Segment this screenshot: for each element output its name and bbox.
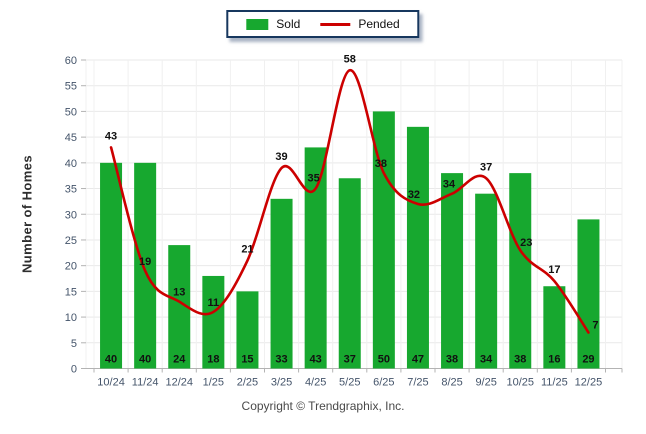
bar-value-label: 18 [207, 354, 219, 366]
bar [475, 193, 498, 369]
line-value-label: 38 [375, 158, 387, 170]
x-tick-label: 1/25 [203, 377, 224, 389]
bar [543, 286, 566, 369]
line-value-label: 35 [308, 173, 320, 185]
line-value-label: 37 [480, 161, 492, 173]
y-tick-label: 0 [71, 364, 77, 376]
bar-value-label: 29 [582, 354, 594, 366]
y-tick-label: 50 [65, 106, 77, 118]
x-tick-label: 9/25 [475, 377, 496, 389]
sold-swatch-icon [246, 18, 269, 30]
bar-value-label: 34 [480, 354, 493, 366]
x-tick-label: 4/25 [305, 377, 326, 389]
bar [236, 291, 259, 369]
legend-label-sold: Sold [276, 17, 301, 31]
bar [304, 147, 327, 369]
bar [100, 162, 123, 369]
bar-value-label: 37 [344, 354, 356, 366]
y-tick-label: 60 [65, 55, 77, 67]
y-tick-label: 35 [65, 184, 77, 196]
y-tick-label: 25 [65, 235, 77, 247]
line-value-label: 21 [241, 244, 253, 256]
line-value-label: 13 [173, 287, 185, 299]
bar [168, 245, 191, 369]
legend-item-sold: Sold [246, 17, 300, 31]
bar [202, 275, 225, 369]
line-value-label: 23 [520, 237, 532, 249]
y-tick-label: 20 [65, 261, 77, 273]
x-tick-label: 6/25 [373, 377, 394, 389]
y-tick-label: 45 [65, 132, 77, 144]
pended-swatch-icon [320, 22, 351, 26]
bar-value-label: 50 [378, 354, 390, 366]
x-tick-label: 8/25 [441, 377, 462, 389]
legend-label-pended: Pended [358, 17, 400, 31]
x-tick-label: 11/24 [132, 377, 159, 389]
bar-value-label: 16 [548, 354, 560, 366]
x-tick-label: 10/24 [97, 377, 125, 389]
x-tick-label: 2/25 [237, 377, 258, 389]
x-tick-label: 11/25 [541, 377, 568, 389]
y-tick-label: 15 [65, 286, 77, 298]
bar-value-label: 15 [241, 354, 253, 366]
x-tick-label: 5/25 [339, 377, 360, 389]
line-value-label: 7 [592, 320, 598, 332]
bar-value-label: 40 [105, 354, 117, 366]
bar [509, 173, 532, 369]
x-tick-label: 12/25 [575, 377, 603, 389]
line-value-label: 58 [344, 53, 356, 65]
line-value-label: 17 [548, 264, 560, 276]
pended-line [109, 69, 590, 334]
x-tick-label: 3/25 [271, 377, 292, 389]
bar-value-label: 43 [310, 354, 322, 366]
line-value-label: 19 [139, 256, 151, 268]
line-value-label: 39 [275, 151, 287, 163]
x-tick-label: 12/24 [165, 377, 193, 389]
bar [134, 162, 157, 369]
bar [372, 111, 395, 369]
x-tick-label: 10/25 [506, 377, 534, 389]
y-tick-label: 55 [65, 81, 77, 93]
bar-value-label: 40 [139, 354, 151, 366]
legend-item-pended: Pended [320, 17, 400, 31]
y-tick-label: 5 [71, 338, 77, 350]
bar-value-label: 33 [275, 354, 287, 366]
bar [338, 178, 361, 369]
line-value-label: 34 [443, 179, 456, 191]
bar [406, 126, 429, 369]
legend: Sold Pended [226, 10, 420, 38]
line-value-label: 11 [208, 297, 220, 309]
line-value-label: 43 [105, 130, 117, 142]
copyright-text: Copyright © Trendgraphix, Inc. [241, 399, 405, 413]
bar [270, 198, 293, 369]
x-tick-label: 7/25 [407, 377, 428, 389]
y-tick-label: 30 [65, 209, 77, 221]
line-value-label: 32 [408, 189, 420, 201]
bar [441, 173, 464, 369]
bar-value-label: 47 [412, 354, 424, 366]
y-tick-label: 40 [65, 158, 77, 170]
bar-value-label: 38 [514, 354, 526, 366]
bar-value-label: 24 [173, 354, 186, 366]
bar-value-label: 38 [446, 354, 458, 366]
bar [577, 219, 600, 369]
y-tick-label: 10 [65, 312, 77, 324]
